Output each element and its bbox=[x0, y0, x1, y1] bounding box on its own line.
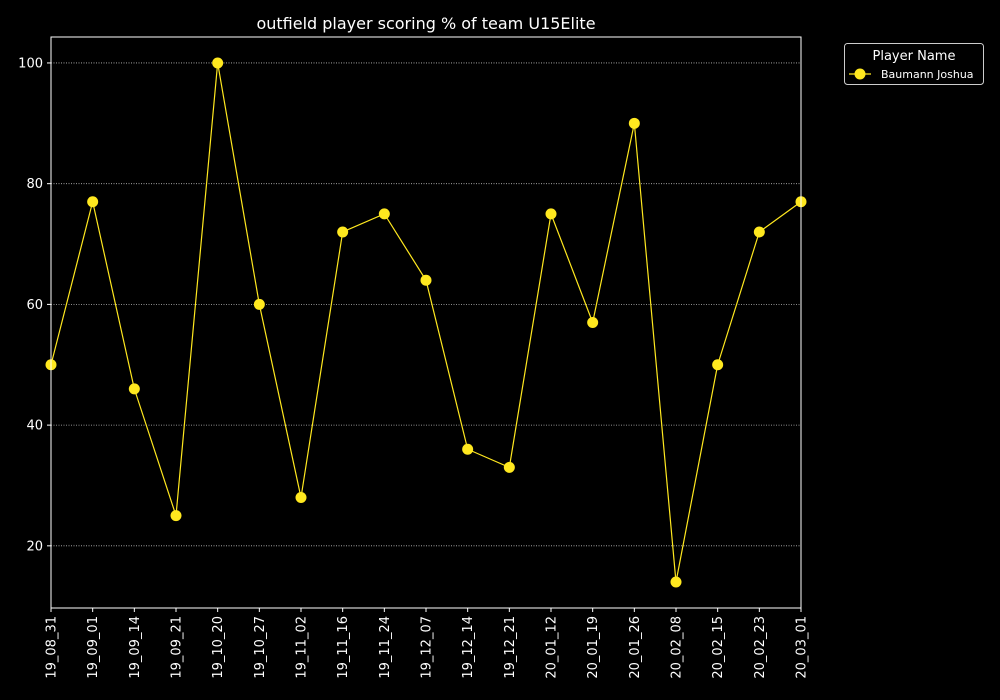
legend-marker bbox=[854, 68, 866, 80]
data-point bbox=[753, 226, 765, 238]
legend: Player Name Baumann Joshua bbox=[844, 43, 984, 85]
data-point bbox=[87, 196, 99, 208]
data-point bbox=[337, 226, 349, 238]
data-point bbox=[545, 208, 557, 220]
data-point bbox=[128, 383, 140, 395]
x-tick-label: 19_08_31 bbox=[45, 616, 60, 679]
y-tick-label: 20 bbox=[26, 539, 43, 554]
data-point bbox=[462, 443, 474, 455]
data-point bbox=[212, 57, 224, 69]
x-tick-label: 19_09_14 bbox=[128, 616, 143, 679]
legend-title: Player Name bbox=[873, 49, 956, 64]
x-tick-label: 19_12_21 bbox=[503, 616, 518, 679]
x-tick-label: 19_09_01 bbox=[86, 616, 101, 679]
data-point bbox=[378, 208, 390, 220]
chart-title: outfield player scoring % of team U15Eli… bbox=[256, 14, 595, 33]
x-tick-label: 20_02_23 bbox=[753, 616, 768, 679]
data-point bbox=[670, 576, 682, 588]
x-tick-label: 19_11_02 bbox=[295, 616, 310, 679]
grid bbox=[51, 62, 801, 547]
x-tick-label: 20_01_19 bbox=[586, 616, 601, 679]
y-tick-label: 60 bbox=[26, 298, 43, 313]
y-tick-label: 80 bbox=[26, 177, 43, 192]
x-tick-label: 20_03_01 bbox=[795, 616, 810, 679]
legend-box bbox=[844, 43, 984, 85]
data-point bbox=[420, 274, 432, 286]
x-tick-label: 20_01_12 bbox=[545, 616, 560, 679]
data-point bbox=[712, 359, 724, 371]
data-point bbox=[503, 461, 515, 473]
x-tick-label: 19_12_14 bbox=[461, 616, 476, 679]
x-axis: 19_08_31 19_09_01 19_09_14 19_09_21 19_10_20… bbox=[45, 608, 810, 679]
data-point bbox=[295, 492, 307, 504]
series-layer bbox=[45, 57, 807, 588]
data-point bbox=[170, 510, 182, 522]
x-tick-label: 19_10_27 bbox=[253, 616, 268, 679]
data-point bbox=[587, 317, 599, 328]
legend-entry: Baumann Joshua bbox=[881, 68, 974, 81]
x-tick-label: 19_11_16 bbox=[336, 616, 351, 679]
y-axis: 20 40 60 80 100 bbox=[18, 56, 51, 554]
x-tick-label: 19_12_07 bbox=[420, 616, 435, 679]
x-tick-label: 20_01_26 bbox=[628, 616, 643, 679]
y-tick-label: 100 bbox=[18, 56, 43, 71]
y-tick-label: 40 bbox=[26, 419, 43, 434]
x-tick-label: 20_02_15 bbox=[711, 616, 726, 679]
x-tick-label: 20_02_08 bbox=[670, 616, 685, 679]
x-tick-label: 19_10_20 bbox=[211, 616, 226, 679]
data-point bbox=[253, 298, 265, 310]
data-point bbox=[628, 117, 640, 129]
x-tick-label: 19_09_21 bbox=[170, 616, 185, 679]
x-tick-label: 19_11_24 bbox=[378, 616, 393, 679]
